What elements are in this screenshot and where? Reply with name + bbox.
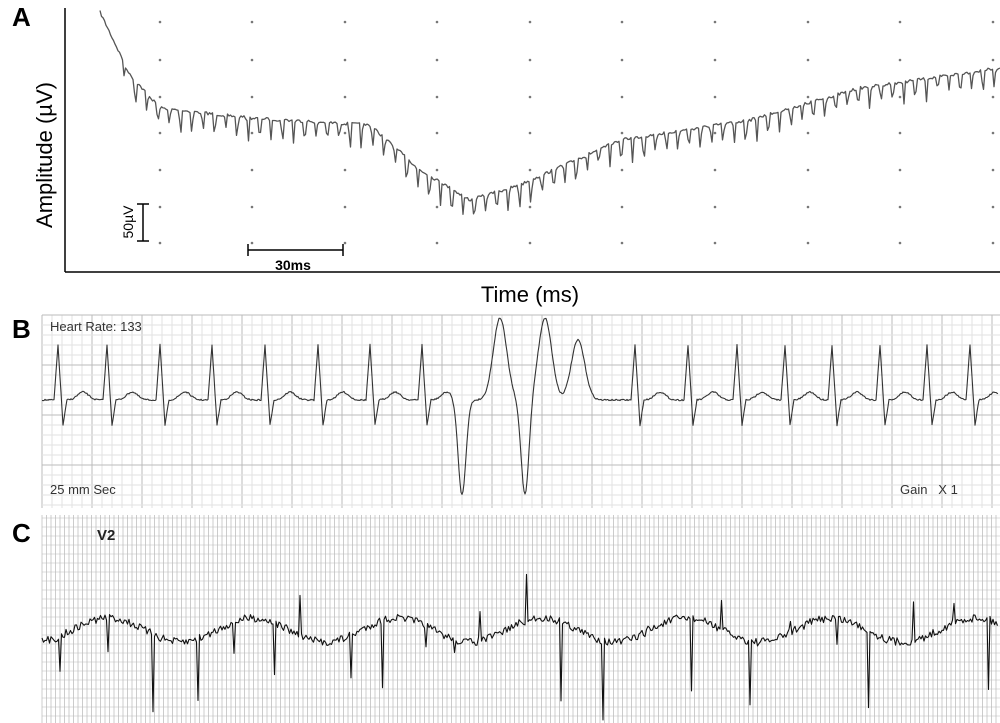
grid-dot — [991, 131, 995, 135]
panel-label: A — [12, 2, 31, 32]
grid-dot — [620, 205, 624, 209]
grid-dot — [898, 205, 902, 209]
grid-dot — [158, 205, 162, 209]
grid-dot — [343, 95, 347, 99]
annotation: Heart Rate: 133 — [50, 319, 142, 334]
grid-dot — [898, 95, 902, 99]
grid-dot — [435, 131, 439, 135]
grid-dot — [713, 205, 717, 209]
grid-dot — [806, 241, 810, 245]
grid-dot — [991, 205, 995, 209]
grid-dot — [528, 168, 532, 172]
grid-dot — [158, 241, 162, 245]
grid-dot — [250, 131, 254, 135]
time-scale-bar — [247, 244, 344, 256]
x-axis-title: Time (ms) — [481, 282, 579, 307]
panel-label: C — [12, 518, 31, 548]
grid-dot — [713, 241, 717, 245]
grid-dot — [250, 58, 254, 62]
annotation: Gain X 1 — [900, 482, 958, 497]
grid-dot — [620, 20, 624, 24]
ecg-grid-c — [41, 515, 1000, 723]
grid-dot — [620, 241, 624, 245]
grid-dot — [528, 58, 532, 62]
grid-dot — [991, 20, 995, 24]
grid-dot — [806, 58, 810, 62]
grid-dot — [528, 205, 532, 209]
grid-dot — [343, 168, 347, 172]
grid-dot — [528, 20, 532, 24]
grid-dot — [250, 95, 254, 99]
grid-dot — [528, 95, 532, 99]
grid-dot — [898, 168, 902, 172]
grid-dot — [898, 241, 902, 245]
grid-dot — [806, 205, 810, 209]
grid-dot — [343, 131, 347, 135]
grid-dot — [991, 241, 995, 245]
grid-dot — [991, 58, 995, 62]
grid-dot — [991, 95, 995, 99]
grid-dot — [250, 241, 254, 245]
grid-dot — [528, 241, 532, 245]
grid-dot — [713, 168, 717, 172]
grid-dot — [806, 95, 810, 99]
grid-dot — [713, 95, 717, 99]
grid-dot — [713, 20, 717, 24]
trace — [41, 573, 999, 721]
grid-dot — [806, 168, 810, 172]
dot-grid-a — [158, 20, 995, 245]
grid-dot — [806, 131, 810, 135]
scale-label: 50µV — [120, 205, 136, 239]
lead-label: V2 — [97, 527, 115, 544]
grid-dot — [435, 58, 439, 62]
ecg-grid-b — [41, 314, 1000, 508]
grid-dot — [158, 168, 162, 172]
grid-dot — [158, 20, 162, 24]
grid-dot — [898, 20, 902, 24]
amplitude-scale-bar — [137, 203, 149, 242]
grid-dot — [713, 131, 717, 135]
trace — [41, 317, 999, 495]
grid-dot — [343, 20, 347, 24]
grid-dot — [158, 95, 162, 99]
grid-dot — [435, 205, 439, 209]
grid-dot — [435, 241, 439, 245]
grid-dot — [620, 168, 624, 172]
trace — [99, 10, 1000, 215]
grid-dot — [620, 58, 624, 62]
panel-label: B — [12, 314, 31, 344]
grid-dot — [435, 95, 439, 99]
grid-dot — [343, 58, 347, 62]
grid-dot — [343, 241, 347, 245]
grid-dot — [898, 131, 902, 135]
y-axis-title: Amplitude (µV) — [32, 82, 57, 228]
grid-dot — [435, 20, 439, 24]
grid-dot — [250, 205, 254, 209]
grid-dot — [158, 58, 162, 62]
annotation: 25 mm Sec — [50, 482, 116, 497]
grid-dot — [250, 168, 254, 172]
grid-dot — [158, 131, 162, 135]
grid-dot — [620, 95, 624, 99]
grid-dot — [713, 58, 717, 62]
grid-dot — [898, 58, 902, 62]
grid-dot — [620, 131, 624, 135]
grid-dot — [528, 131, 532, 135]
scale-label: 30ms — [275, 257, 311, 273]
grid-dot — [435, 168, 439, 172]
grid-dot — [343, 205, 347, 209]
grid-dot — [806, 20, 810, 24]
grid-dot — [991, 168, 995, 172]
grid-dot — [250, 20, 254, 24]
